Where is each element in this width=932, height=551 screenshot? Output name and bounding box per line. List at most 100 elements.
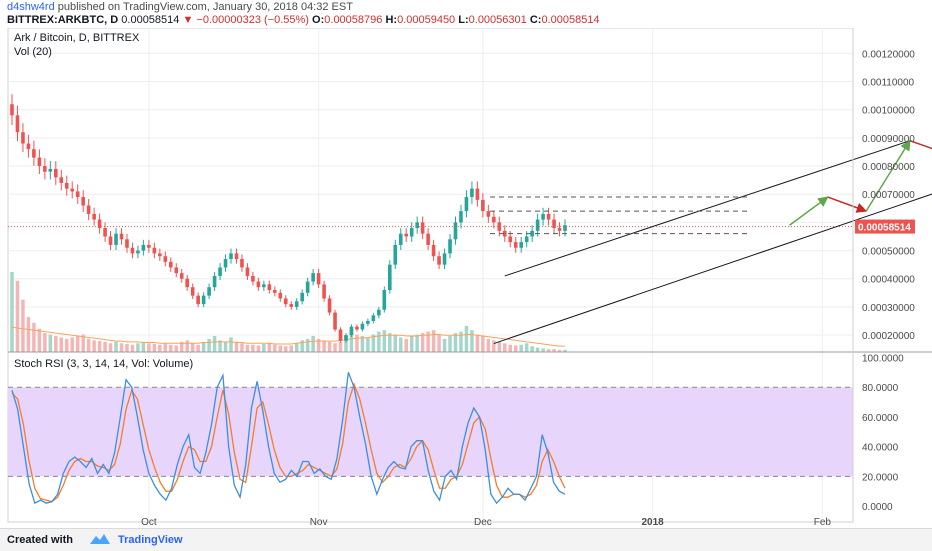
volume-ma-line	[11, 326, 565, 347]
candle-body	[426, 233, 430, 245]
candle-body	[294, 301, 299, 307]
volume-bar	[382, 330, 387, 352]
volume-bar	[459, 331, 463, 352]
candle-body	[453, 222, 458, 240]
chart-header: d4shw4rd published on TradingView.com, J…	[0, 0, 932, 28]
candle-body	[75, 191, 80, 198]
candle-body	[108, 236, 113, 245]
candle-body	[289, 304, 294, 307]
candle-body	[185, 278, 190, 288]
annotations	[490, 139, 932, 345]
candle-body	[70, 188, 75, 192]
volume-bar	[70, 337, 74, 352]
down-triangle-icon: ▼	[182, 14, 194, 26]
footer-bar: Created with TradingView	[0, 528, 932, 551]
volume-bar	[557, 349, 562, 352]
candle-body	[174, 267, 179, 274]
candle-body	[92, 213, 96, 220]
author-link[interactable]: d4shw4rd	[7, 1, 55, 13]
low-value: 0.00056301	[468, 14, 527, 26]
last-price-badge	[855, 219, 915, 234]
candle-body	[541, 213, 545, 220]
volume-bar	[442, 338, 447, 352]
chart-area[interactable]: 0.00120000 0.00110000 0.00100000 0.00090000…	[0, 28, 932, 528]
price-tick-label: 0.00050000	[862, 247, 915, 258]
candle-body	[497, 222, 502, 231]
price-axis[interactable]: 0.00120000 0.00110000 0.00100000 0.00090000…	[855, 49, 915, 342]
volume-bar	[267, 343, 272, 352]
candle-body	[481, 199, 485, 212]
volume-bar	[114, 341, 118, 352]
volume-bar	[81, 334, 85, 352]
channel-upper-line	[504, 140, 911, 277]
volume-bar	[75, 336, 80, 352]
candle-body	[267, 284, 272, 291]
volume-bar	[163, 343, 168, 352]
volume-bar	[48, 334, 53, 352]
candle-body	[283, 298, 288, 305]
candle-body	[366, 321, 370, 324]
price-tick-label: 0.00090000	[862, 134, 915, 145]
time-axis[interactable]: OctNovDec2018FebMarApr	[141, 517, 932, 528]
volume-bar	[448, 336, 452, 352]
candle-body	[251, 275, 255, 282]
volume-bar	[65, 338, 69, 352]
volume-bar	[273, 344, 277, 352]
volume-bar	[245, 344, 250, 352]
volume-bar	[284, 346, 288, 352]
volume-bar	[300, 340, 304, 352]
volume-bar	[366, 337, 370, 352]
tradingview-logo-icon[interactable]	[88, 532, 112, 546]
volume-bar	[212, 336, 217, 352]
candle-body	[32, 149, 36, 158]
candle-body	[448, 239, 452, 254]
volume-bar	[426, 331, 430, 352]
candle-body	[349, 326, 354, 336]
rsi-axis[interactable]: 100.0000 80.0000 60.0000 40.0000 20.0000 0.00…	[862, 353, 904, 513]
candle-body	[464, 197, 469, 212]
volume-bar	[409, 336, 414, 352]
candle-body	[442, 253, 447, 265]
volume-bar	[503, 343, 507, 352]
candle-body	[415, 222, 419, 229]
candle-body	[196, 295, 200, 305]
candle-body	[15, 115, 20, 133]
price-change: −0.00000323 (−0.55%)	[196, 14, 309, 26]
volume-bar	[278, 345, 283, 352]
channel-lower-line	[493, 193, 932, 345]
candle-body	[64, 182, 69, 189]
volume-bar	[97, 341, 102, 352]
candle-body	[278, 292, 283, 299]
candle-body	[256, 281, 261, 288]
candle-body	[557, 228, 562, 231]
candle-body	[223, 259, 228, 268]
candle-body	[519, 242, 524, 248]
candle-body	[327, 298, 332, 313]
tradingview-link[interactable]: TradingView	[118, 534, 183, 546]
candle-body	[158, 253, 162, 257]
close-value: 0.00058514	[541, 14, 600, 26]
candle-body	[125, 239, 129, 248]
projection-down-arrow	[909, 139, 932, 150]
candle-body	[300, 292, 304, 302]
candle-body	[53, 168, 58, 178]
time-tick-label: Oct	[141, 517, 157, 528]
candle-body	[245, 267, 250, 276]
rsi-tick-label: 100.0000	[862, 353, 904, 364]
candle-body	[563, 225, 567, 231]
candle-body	[130, 247, 135, 254]
last-price: 0.00058514	[121, 14, 180, 26]
candle-body	[492, 216, 496, 223]
volume-bar	[437, 334, 441, 352]
candle-body	[240, 259, 244, 268]
volume-bar	[497, 341, 502, 352]
volume-bar	[26, 317, 31, 352]
candle-body	[43, 166, 47, 172]
created-with-label: Created with	[7, 534, 74, 546]
price-tick-label: 0.00020000	[862, 331, 915, 342]
candle-body	[546, 213, 551, 220]
candle-body	[163, 256, 168, 262]
candle-body	[229, 253, 233, 260]
candle-body	[114, 233, 118, 245]
candle-body	[81, 197, 85, 206]
